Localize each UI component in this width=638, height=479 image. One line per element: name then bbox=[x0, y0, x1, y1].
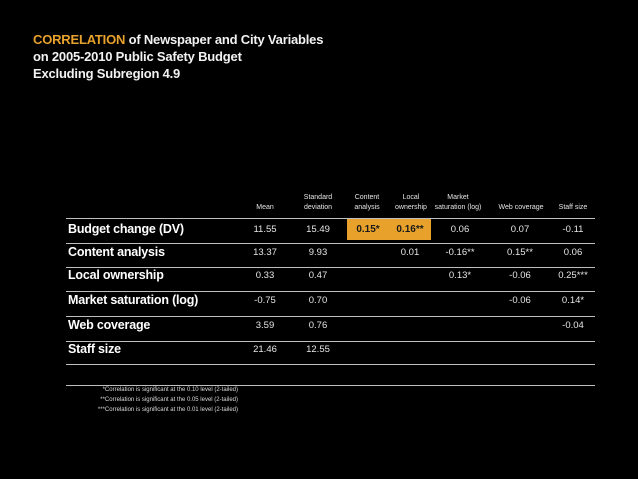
table-cell: 0.15** bbox=[507, 247, 533, 258]
row-label: Content analysis bbox=[68, 245, 165, 259]
highlighted-cell: 0.15* bbox=[347, 219, 389, 240]
col-header-market: Market saturation (log) bbox=[424, 193, 492, 213]
col-header-web: Web coverage bbox=[498, 204, 544, 211]
col-header-std: Standard deviation bbox=[296, 193, 340, 213]
table-cell: 0.25*** bbox=[558, 270, 588, 281]
title-line1: of Newspaper and City Variables bbox=[125, 32, 324, 47]
table-cell: 0.33 bbox=[255, 270, 275, 281]
col-header-content-line1: Content bbox=[354, 194, 380, 201]
row-divider bbox=[66, 364, 595, 365]
table-cell: 0.76 bbox=[308, 320, 328, 331]
row-divider bbox=[66, 243, 595, 244]
table-cell: 9.93 bbox=[308, 247, 328, 258]
table-cell: 0.47 bbox=[308, 270, 328, 281]
row-divider bbox=[66, 341, 595, 342]
col-header-local-line2: ownership bbox=[395, 204, 427, 211]
table-cell: 0.06 bbox=[450, 224, 470, 235]
table-cell: 0.06 bbox=[563, 247, 583, 258]
footnote-2: **Correlation is significant at the 0.05… bbox=[100, 397, 238, 403]
table-cell: 0.70 bbox=[308, 295, 328, 306]
row-divider bbox=[66, 316, 595, 317]
title-line2: on 2005-2010 Public Safety Budget bbox=[33, 49, 242, 64]
col-header-market-line1: Market bbox=[447, 194, 469, 201]
table-cell: 0.07 bbox=[510, 224, 530, 235]
row-label: Local ownership bbox=[68, 268, 164, 282]
table-cell: 0.13* bbox=[448, 270, 472, 281]
col-header-content-line2: analysis bbox=[354, 204, 380, 211]
table-cell: 3.59 bbox=[255, 320, 275, 331]
table-cell: -0.75 bbox=[254, 295, 276, 306]
row-label: Web coverage bbox=[68, 318, 151, 332]
row-divider bbox=[66, 267, 595, 268]
table-cell: 11.55 bbox=[253, 224, 277, 235]
footnote-1: *Correlation is significant at the 0.10 … bbox=[102, 387, 238, 393]
table-cell: 12.55 bbox=[306, 344, 330, 355]
table-cell: -0.16** bbox=[445, 247, 475, 258]
table-cell: -0.11 bbox=[562, 224, 584, 235]
col-header-mean: Mean bbox=[256, 204, 274, 211]
col-header-staff: Staff size bbox=[558, 204, 588, 211]
row-label: Staff size bbox=[68, 342, 121, 356]
col-header-local-line1: Local bbox=[402, 194, 420, 201]
col-header-std-line1: Standard bbox=[303, 194, 333, 201]
page-title: CORRELATION of Newspaper and City Variab… bbox=[33, 31, 323, 82]
table-cell: 0.14* bbox=[561, 295, 585, 306]
col-header-std-line2: deviation bbox=[303, 204, 333, 211]
title-line3: Excluding Subregion 4.9 bbox=[33, 66, 181, 81]
table-cell: -0.06 bbox=[509, 295, 531, 306]
table-cell: -0.06 bbox=[509, 270, 531, 281]
row-divider bbox=[66, 385, 595, 386]
table-cell: 13.37 bbox=[253, 247, 277, 258]
row-divider bbox=[66, 291, 595, 292]
title-accent: CORRELATION bbox=[33, 32, 126, 47]
col-header-market-line2: saturation (log) bbox=[434, 204, 482, 211]
table-cell: 0.01 bbox=[400, 247, 420, 258]
row-label: Market saturation (log) bbox=[68, 293, 199, 307]
row-label: Budget change (DV) bbox=[68, 222, 184, 236]
col-header-content: Content analysis bbox=[347, 193, 387, 213]
col-header-local: Local ownership bbox=[391, 193, 431, 213]
table-cell: 21.46 bbox=[253, 344, 277, 355]
footnote-3: ***Correlation is significant at the 0.0… bbox=[97, 407, 238, 413]
highlighted-cell: 0.16** bbox=[389, 219, 431, 240]
row-divider bbox=[66, 218, 595, 219]
table-cell: -0.04 bbox=[562, 320, 584, 331]
table-cell: 15.49 bbox=[306, 224, 330, 235]
